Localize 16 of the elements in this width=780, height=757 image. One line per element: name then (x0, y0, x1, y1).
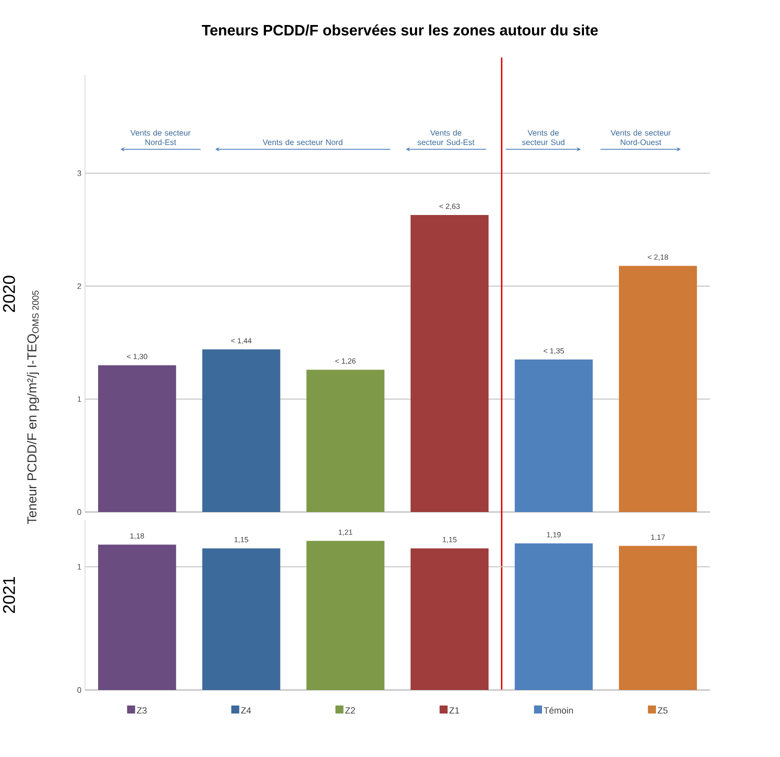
bar (410, 215, 489, 512)
x-tick-label: Z4 (241, 707, 251, 714)
x-tick-label: Z3 (136, 707, 147, 714)
text: 2021 (3, 576, 16, 613)
x-tick-label: Z5 (658, 707, 668, 714)
y-axis-title: Teneur PCDD/F en pg/m²/j I-TEQ$_{OMS 2005}$ (26, 290, 40, 524)
bar (514, 360, 593, 512)
x-tick-label: Z2 (345, 707, 355, 714)
text: 2020 (3, 276, 16, 312)
x-tick-label: Z1 (449, 707, 460, 714)
x-tick-label: Témoin (544, 706, 573, 714)
bar (306, 370, 384, 512)
bar (618, 266, 697, 512)
bar (202, 349, 280, 512)
bar (98, 365, 176, 512)
chart-title: Teneurs PCDD/F observées sur les zones autour du site (202, 24, 598, 36)
